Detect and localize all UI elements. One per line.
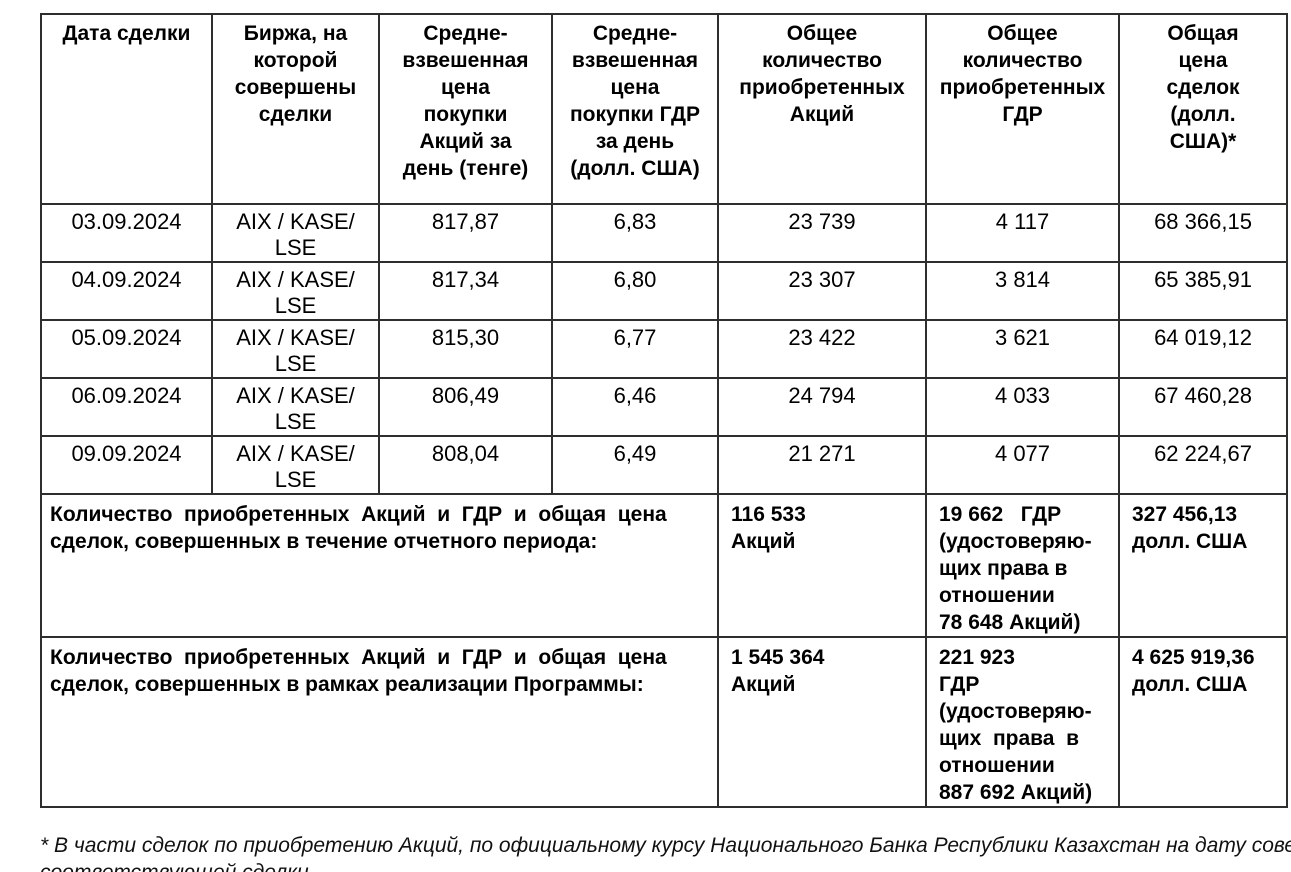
summary-gdr: 221 923 ГДР (удостоверяю- щих права в от… bbox=[925, 636, 1120, 808]
summary-total: 327 456,13 долл. США bbox=[1118, 493, 1288, 638]
footnote-line-2: соответствующей сделки bbox=[40, 859, 1291, 872]
cell-total-price: 67 460,28 bbox=[1118, 377, 1288, 437]
cell-exchange: AIX / KASE/ LSE bbox=[211, 203, 380, 263]
footnote-line-1: * В части сделок по приобретению Акций, … bbox=[40, 834, 1291, 857]
header-cell-total-gdr: Общее количество приобретенных ГДР bbox=[925, 13, 1120, 205]
cell-exchange: AIX / KASE/ LSE bbox=[211, 261, 380, 321]
footnote: * В части сделок по приобретению Акций, … bbox=[40, 832, 1291, 872]
cell-date: 04.09.2024 bbox=[40, 261, 213, 321]
table-row: 05.09.2024 AIX / KASE/ LSE 815,30 6,77 2… bbox=[40, 319, 1288, 379]
header-cell-total-shares: Общее количество приобретенных Акций bbox=[717, 13, 927, 205]
table-row: 06.09.2024 AIX / KASE/ LSE 806,49 6,46 2… bbox=[40, 377, 1288, 437]
cell-gdr-count: 3 621 bbox=[925, 319, 1120, 379]
cell-date: 05.09.2024 bbox=[40, 319, 213, 379]
cell-avg-price-kzt: 808,04 bbox=[378, 435, 553, 495]
header-cell-avg-price-gdr-usd: Средне- взвешенная цена покупки ГДР за д… bbox=[551, 13, 719, 205]
cell-avg-price-kzt: 815,30 bbox=[378, 319, 553, 379]
cell-gdr-count: 4 117 bbox=[925, 203, 1120, 263]
header-cell-avg-price-shares-kzt: Средне- взвешенная цена покупки Акций за… bbox=[378, 13, 553, 205]
cell-total-price: 64 019,12 bbox=[1118, 319, 1288, 379]
cell-avg-price-usd: 6,46 bbox=[551, 377, 719, 437]
header-row: Дата сделки Биржа, на которой совершены … bbox=[40, 13, 1288, 205]
cell-shares-count: 23 422 bbox=[717, 319, 927, 379]
summary-gdr: 19 662 ГДР (удостоверяю- щих права в отн… bbox=[925, 493, 1120, 638]
cell-avg-price-kzt: 817,34 bbox=[378, 261, 553, 321]
cell-exchange: AIX / KASE/ LSE bbox=[211, 435, 380, 495]
cell-total-price: 65 385,91 bbox=[1118, 261, 1288, 321]
cell-date: 06.09.2024 bbox=[40, 377, 213, 437]
header-cell-transaction-date: Дата сделки bbox=[40, 13, 213, 205]
cell-avg-price-usd: 6,77 bbox=[551, 319, 719, 379]
cell-avg-price-usd: 6,80 bbox=[551, 261, 719, 321]
cell-date: 09.09.2024 bbox=[40, 435, 213, 495]
summary-row-program: Количество приобретенных Акций и ГДР и о… bbox=[40, 636, 1288, 808]
summary-row-reporting-period: Количество приобретенных Акций и ГДР и о… bbox=[40, 493, 1288, 638]
summary-total: 4 625 919,36 долл. США bbox=[1118, 636, 1288, 808]
header-cell-exchange: Биржа, на которой совершены сделки bbox=[211, 13, 380, 205]
header-cell-total-price: Общая цена сделок (долл. США)* bbox=[1118, 13, 1288, 205]
cell-shares-count: 21 271 bbox=[717, 435, 927, 495]
cell-total-price: 62 224,67 bbox=[1118, 435, 1288, 495]
cell-date: 03.09.2024 bbox=[40, 203, 213, 263]
summary-label: Количество приобретенных Акций и ГДР и о… bbox=[40, 493, 719, 638]
cell-gdr-count: 4 033 bbox=[925, 377, 1120, 437]
cell-avg-price-kzt: 817,87 bbox=[378, 203, 553, 263]
cell-exchange: AIX / KASE/ LSE bbox=[211, 319, 380, 379]
summary-label: Количество приобретенных Акций и ГДР и о… bbox=[40, 636, 719, 808]
summary-shares: 116 533 Акций bbox=[717, 493, 927, 638]
deals-table: Дата сделки Биржа, на которой совершены … bbox=[40, 13, 1288, 808]
cell-avg-price-usd: 6,83 bbox=[551, 203, 719, 263]
cell-exchange: AIX / KASE/ LSE bbox=[211, 377, 380, 437]
summary-shares: 1 545 364 Акций bbox=[717, 636, 927, 808]
cell-avg-price-kzt: 806,49 bbox=[378, 377, 553, 437]
cell-shares-count: 23 739 bbox=[717, 203, 927, 263]
table-row: 09.09.2024 AIX / KASE/ LSE 808,04 6,49 2… bbox=[40, 435, 1288, 495]
table-row: 03.09.2024 AIX / KASE/ LSE 817,87 6,83 2… bbox=[40, 203, 1288, 263]
cell-total-price: 68 366,15 bbox=[1118, 203, 1288, 263]
cell-gdr-count: 3 814 bbox=[925, 261, 1120, 321]
cell-shares-count: 23 307 bbox=[717, 261, 927, 321]
cell-avg-price-usd: 6,49 bbox=[551, 435, 719, 495]
table-row: 04.09.2024 AIX / KASE/ LSE 817,34 6,80 2… bbox=[40, 261, 1288, 321]
cell-shares-count: 24 794 bbox=[717, 377, 927, 437]
cell-gdr-count: 4 077 bbox=[925, 435, 1120, 495]
